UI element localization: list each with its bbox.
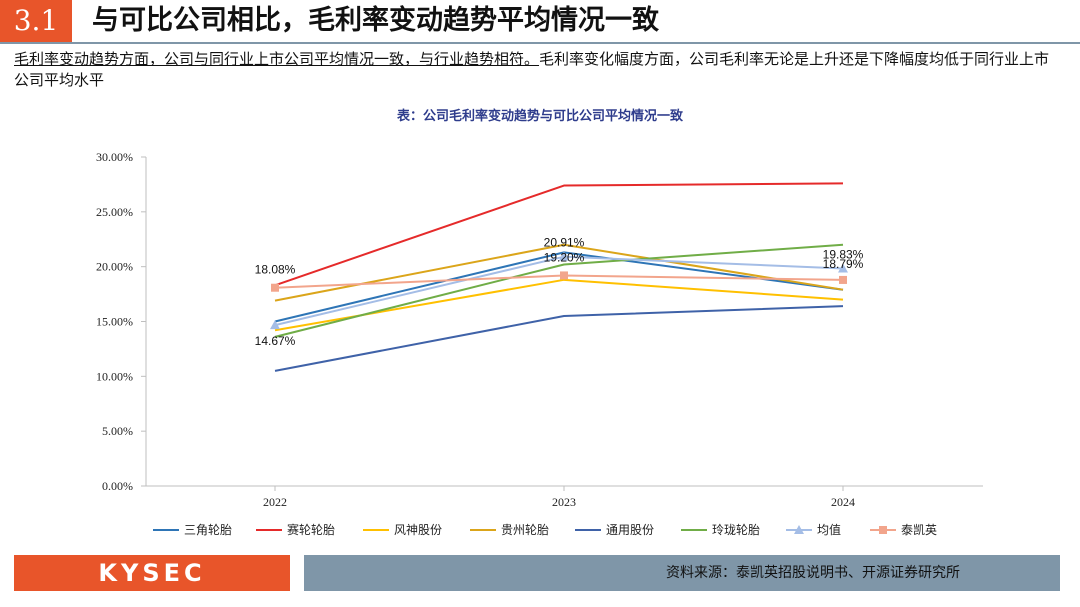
mean-point [559, 251, 569, 261]
data-label: 14.67% [255, 334, 296, 348]
y-tick-label: 0.00% [102, 479, 133, 493]
mean-point [838, 263, 848, 273]
chart-caption: 表：公司毛利率变动趋势与可比公司平均情况一致 [396, 109, 683, 124]
y-tick-label: 30.00% [96, 150, 133, 164]
series-line-4 [274, 243, 844, 302]
mean-point [270, 320, 280, 330]
y-tick-label: 10.00% [96, 369, 133, 383]
y-tick-label: 20.00% [96, 260, 133, 274]
x-tick-label: 2022 [263, 495, 287, 509]
series-line-2 [274, 182, 844, 287]
data-label: 20.91% [544, 236, 585, 250]
company-point [560, 271, 568, 280]
legend-label: 三角轮胎 [184, 523, 232, 537]
data-label: 19.83% [823, 248, 864, 262]
header-divider [0, 42, 1080, 44]
summary-underlined: 毛利率变动趋势方面，公司与同行业上市公司平均情况一致，与行业趋势相符。 [14, 50, 540, 68]
x-tick-label: 2023 [552, 495, 576, 509]
line-chart: 0.00% 5.00% 10.00% 15.00% 20.00% 25.00% 30.00%… [96, 150, 983, 537]
legend-label: 赛轮轮胎 [287, 522, 335, 537]
legend-label: 风神股份 [394, 523, 442, 537]
section-number: 3.1 [0, 0, 72, 42]
series-line-6 [274, 243, 844, 338]
source-note: 资料来源：泰凯英招股说明书、开源证券研究所 [666, 565, 960, 581]
company-point [839, 275, 847, 284]
page-title: 与可比公司相比，毛利率变动趋势平均情况一致 [92, 5, 659, 36]
series-line-5 [274, 305, 844, 372]
legend-label: 均值 [817, 522, 841, 537]
brand-logo: KYSEC [14, 555, 290, 591]
legend-marker [794, 525, 804, 534]
footer-bar: 资料来源：泰凯英招股说明书、开源证券研究所 [304, 555, 1060, 591]
x-tick-label: 2024 [831, 495, 855, 509]
summary-rest: 毛利率变化幅度方面，公司毛利率无论是上升还是下降幅度均低于同行业上市公司平均水平 [14, 50, 1050, 89]
legend-label: 通用股份 [606, 523, 654, 537]
legend-label: 玲珑轮胎 [712, 523, 760, 537]
data-label: 18.79% [823, 257, 864, 271]
y-tick-label: 15.00% [96, 315, 133, 329]
y-tick-label: 5.00% [102, 424, 133, 438]
legend-marker [879, 526, 887, 534]
legend-label: 泰凯英 [901, 523, 937, 537]
legend-label: 贵州轮胎 [501, 523, 549, 537]
data-label: 19.20% [544, 250, 585, 264]
data-label: 18.08% [255, 263, 296, 277]
summary-text: 毛利率变动趋势方面，公司与同行业上市公司平均情况一致，与行业趋势相符。毛利率变化… [14, 49, 1064, 91]
y-tick-label: 25.00% [96, 205, 133, 219]
company-point [271, 283, 279, 292]
